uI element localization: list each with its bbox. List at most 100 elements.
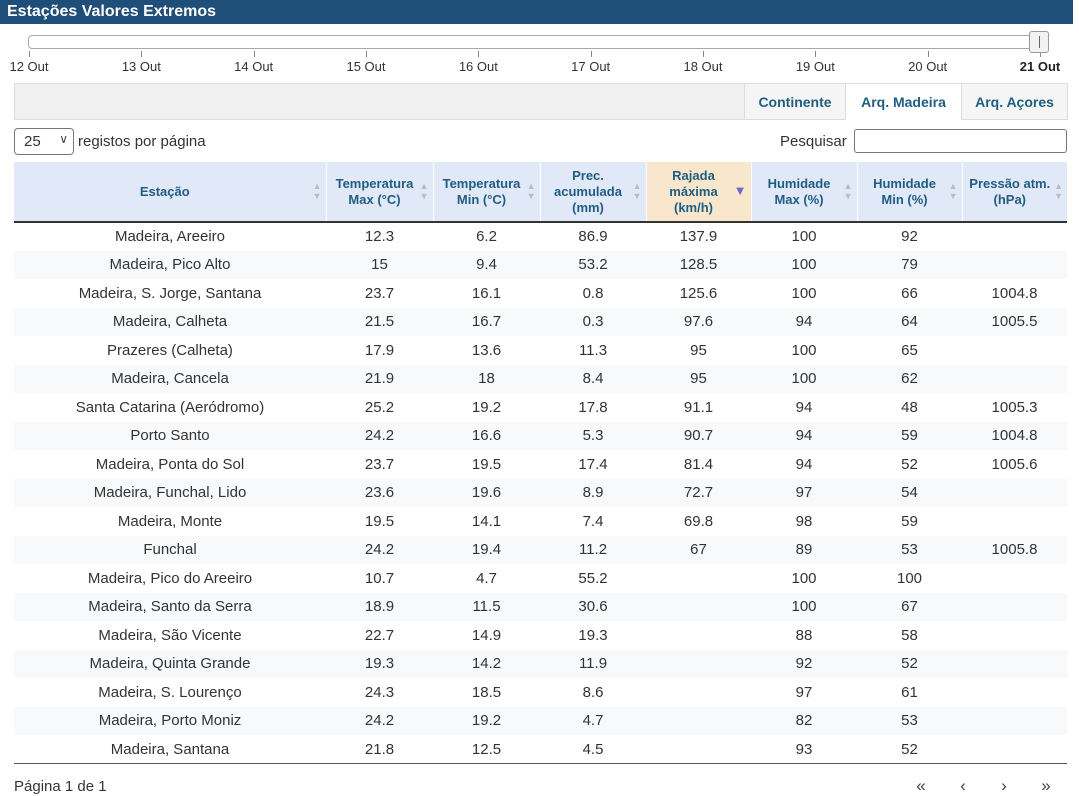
table-cell — [962, 649, 1067, 678]
table-cell: 14.2 — [433, 649, 540, 678]
page-info: Página 1 de 1 — [14, 778, 107, 795]
timeline-tick-label[interactable]: 12 Out — [9, 59, 49, 74]
column-header[interactable]: Temperatura Min (°C) ▲ ▼ — [432, 162, 540, 223]
sort-icon: ▲ ▼ — [312, 181, 322, 201]
table-cell — [646, 706, 751, 735]
table-cell — [962, 507, 1067, 536]
table-cell: 137.9 — [679, 228, 718, 246]
search-label: Pesquisar — [780, 133, 847, 150]
timeline-tick-label[interactable]: 14 Out — [234, 59, 274, 74]
column-header[interactable]: Estação ▲ ▼ — [14, 162, 326, 223]
prev-page-icon[interactable]: ‹ — [960, 776, 966, 795]
column-header[interactable]: Pressão atm. (hPa) ▲ ▼ — [961, 162, 1067, 223]
table-cell: 11.2 — [540, 535, 646, 564]
table-cell: 93 — [751, 735, 857, 764]
table-cell: 22.7 — [364, 626, 395, 644]
table-cell: Madeira, Monte — [117, 512, 223, 530]
table-cell: 13.6 — [471, 341, 502, 359]
table-cell: 64 — [857, 307, 962, 336]
table-row: Madeira, S. Jorge, Santana 23.7 16.1 0.8 125… — [14, 279, 1067, 308]
table-cell: Madeira, Cancela — [14, 364, 326, 393]
table-cell — [962, 564, 1067, 593]
table-cell — [962, 592, 1067, 621]
table-cell: 25.2 — [364, 398, 395, 416]
date-slider-track[interactable] — [28, 35, 1046, 49]
timeline-tick-label[interactable]: 16 Out — [458, 59, 498, 74]
table-cell: 15 — [326, 250, 433, 279]
table-cell: 58 — [901, 626, 918, 644]
timeline-tick — [478, 51, 480, 57]
timeline-tick-label[interactable]: 20 Out — [908, 59, 948, 74]
table-cell: 19.5 — [364, 512, 395, 530]
table-cell: 0.3 — [540, 307, 646, 336]
table-cell: 8.6 — [582, 683, 604, 701]
column-header[interactable]: Humidade Min (%) ▲ ▼ — [856, 162, 962, 223]
table-cell: 52 — [857, 735, 962, 764]
timeline-tick-label[interactable]: 19 Out — [795, 59, 835, 74]
table-cell: 21.5 — [326, 307, 433, 336]
table-cell — [646, 735, 751, 764]
table-cell: 95 — [690, 341, 707, 359]
timeline-tick-label[interactable]: 15 Out — [346, 59, 386, 74]
next-page-icon[interactable]: › — [1001, 776, 1007, 795]
table-cell: Madeira, São Vicente — [98, 626, 242, 644]
table-cell — [962, 222, 1067, 251]
search-input[interactable] — [854, 129, 1067, 153]
table-cell: 9.4 — [433, 250, 540, 279]
timeline-tick-label[interactable]: 21 Out — [1019, 59, 1061, 74]
table-cell: 4.7 — [476, 569, 497, 587]
table-cell: Madeira, S. Lourenço — [98, 683, 242, 701]
table-cell: 0.8 — [582, 284, 604, 302]
table-cell: Madeira, Funchal, Lido — [14, 478, 326, 507]
tab-continente[interactable]: Continente — [744, 83, 846, 120]
table-cell: 17.4 — [578, 455, 608, 473]
chevron-down-icon: ∨ — [59, 132, 68, 146]
timeline-tick — [253, 51, 255, 57]
column-header[interactable]: Temperatura Max (°C) ▲ ▼ — [325, 162, 433, 223]
table-cell: Madeira, S. Jorge, Santana — [78, 284, 262, 302]
table-cell: 8.9 — [540, 478, 646, 507]
timeline-tick-label[interactable]: 18 Out — [683, 59, 723, 74]
table-cell: 53 — [857, 706, 962, 735]
table-cell: 19.4 — [433, 535, 540, 564]
page-size-select[interactable]: 25 ∨ — [14, 128, 74, 155]
column-header[interactable]: Prec. acumulada (mm) ▲ ▼ — [539, 162, 646, 223]
table-row: Porto Santo 24.2 16.6 5.3 90.7 94 59 1004.8 — [14, 421, 1067, 450]
table-cell: 62 — [857, 364, 962, 393]
table-cell — [962, 706, 1067, 735]
table-cell: 98 — [795, 512, 813, 530]
table-cell: 82 — [751, 706, 857, 735]
table-cell: 53 — [857, 535, 962, 564]
table-cell: 48 — [901, 398, 918, 416]
date-slider-handle[interactable] — [1029, 31, 1049, 53]
table-cell — [646, 678, 751, 707]
tab-arq-madeira[interactable]: Arq. Madeira — [845, 83, 962, 120]
table-cell — [962, 678, 1067, 707]
last-page-icon[interactable]: » — [1041, 776, 1051, 795]
table-cell: 88 — [795, 626, 813, 644]
sort-icon: ▲ ▼ — [843, 181, 853, 201]
stations-table: Estação ▲ ▼ Temperatura Max (°C) ▲ ▼ Temperatu… — [14, 162, 1067, 764]
column-header[interactable]: Rajada máxima (km/h) ▼ — [645, 162, 751, 223]
tab-arq-acores[interactable]: Arq. Açores — [961, 83, 1068, 120]
timeline-tick-label[interactable]: 13 Out — [121, 59, 161, 74]
page-size-label: registos por página — [78, 133, 206, 150]
table-cell: 59 — [901, 512, 918, 530]
column-header-label: Temperatura Min (°C) — [442, 175, 521, 207]
table-cell: 97 — [795, 683, 813, 701]
table-cell: 8.4 — [540, 364, 646, 393]
table-cell: 24.3 — [364, 683, 395, 701]
table-cell: 1004.8 — [962, 421, 1067, 450]
table-header-row: Estação ▲ ▼ Temperatura Max (°C) ▲ ▼ Temperatu… — [14, 162, 1067, 223]
sort-icon: ▲ ▼ — [526, 181, 536, 201]
first-page-icon[interactable]: « — [916, 776, 926, 795]
table-cell: 19.2 — [471, 398, 502, 416]
table-cell: 23.7 — [364, 455, 395, 473]
timeline-tick-label[interactable]: 17 Out — [571, 59, 611, 74]
table-cell — [962, 336, 1067, 365]
table-cell: 66 — [901, 284, 918, 302]
table-cell — [962, 735, 1067, 764]
table-cell: 65 — [901, 341, 918, 359]
table-cell: 128.5 — [646, 250, 751, 279]
column-header[interactable]: Humidade Max (%) ▲ ▼ — [750, 162, 857, 223]
